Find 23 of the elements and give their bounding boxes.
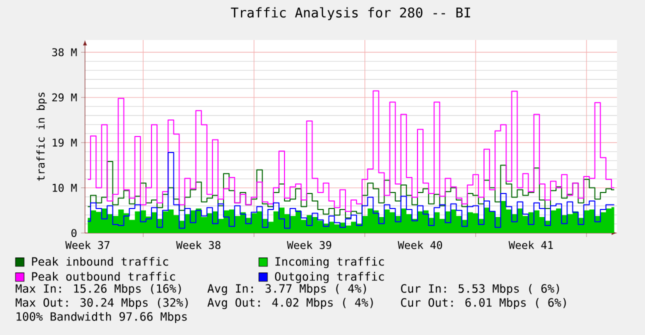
text: Max In: 15.26 Mbps (16%) — [16, 284, 181, 296]
y-axis-title: traffic in bps — [36, 92, 47, 181]
y-tick-label: 29 M — [52, 93, 77, 102]
text: Avg Out: 4.02 Mbps ( 4%) — [207, 298, 373, 310]
y-tick-label: 19 M — [52, 138, 77, 147]
x-tick-label: Week 38 — [176, 240, 220, 250]
y-tick-label: 10 M — [52, 184, 77, 192]
legend-label: Peak inbound traffic — [32, 256, 168, 266]
y-tick-label: 0 — [71, 228, 76, 238]
y-tick-label: 38 M — [52, 48, 77, 56]
x-tick-label: Week 37 — [65, 240, 110, 250]
x-tick-label: Week 41 — [508, 240, 553, 250]
x-tick-label: Week 40 — [398, 240, 442, 250]
legend-label: Incoming traffic — [275, 256, 384, 268]
text: 100% Bandwidth 97.66 Mbps — [16, 312, 187, 324]
text: Cur In: 5.53 Mbps ( 6%) — [401, 284, 559, 296]
chart-title: Traffic Analysis for 280 -- BI — [230, 7, 470, 20]
text: Avg In: 3.77 Mbps ( 4%) — [207, 284, 366, 296]
text: Max Out: 30.24 Mbps (32%) — [16, 298, 188, 310]
text: Cur Out: 6.01 Mbps ( 6%) — [401, 298, 566, 310]
x-tick-label: Week 39 — [286, 240, 332, 250]
legend-label: Outgoing traffic — [275, 272, 384, 284]
legend-label: Peak outbound traffic — [32, 272, 175, 281]
